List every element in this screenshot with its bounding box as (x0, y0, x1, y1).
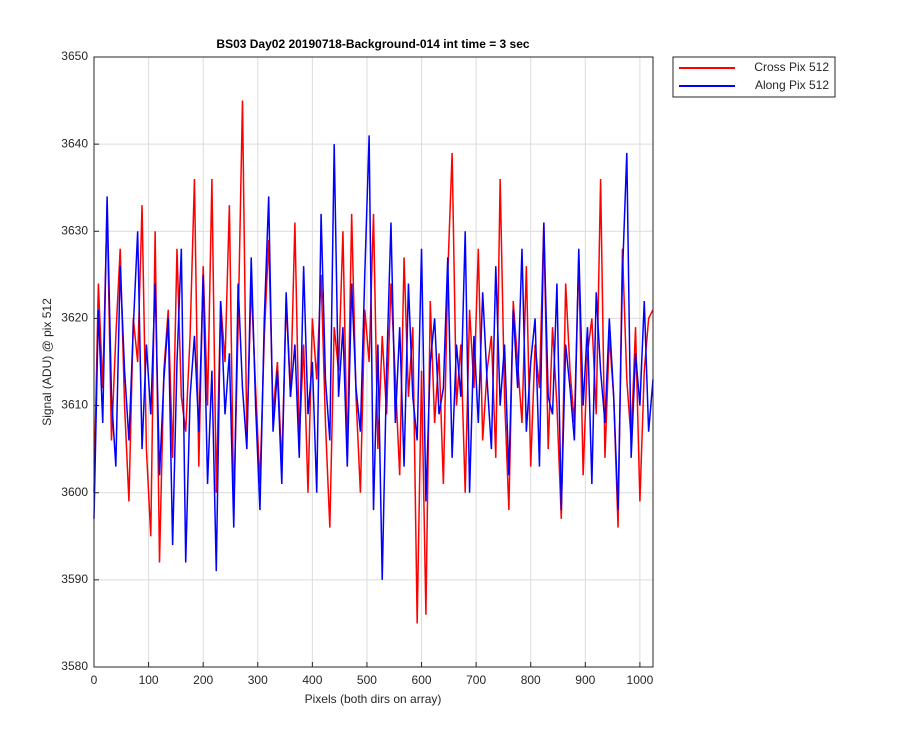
x-tick-label: 900 (575, 673, 595, 687)
y-tick-label: 3640 (61, 136, 88, 150)
y-tick-label: 3620 (61, 311, 88, 325)
legend-label: Along Pix 512 (755, 78, 829, 92)
x-tick-label: 200 (193, 673, 213, 687)
x-tick-label: 300 (248, 673, 268, 687)
x-tick-label: 400 (302, 673, 322, 687)
x-tick-label: 800 (521, 673, 541, 687)
y-tick-label: 3630 (61, 223, 88, 237)
x-tick-label: 1000 (627, 673, 654, 687)
x-tick-label: 500 (357, 673, 377, 687)
y-tick-label: 3590 (61, 572, 88, 586)
legend-label: Cross Pix 512 (754, 60, 829, 74)
data-line (93, 135, 654, 580)
x-tick-label: 0 (91, 673, 98, 687)
y-tick-label: 3580 (61, 659, 88, 673)
x-tick-label: 600 (412, 673, 432, 687)
x-tick-label: 100 (139, 673, 159, 687)
plot-frame (93, 56, 654, 668)
data-line (93, 100, 654, 624)
x-tick-label: 700 (466, 673, 486, 687)
y-tick-label: 3610 (61, 398, 88, 412)
y-tick-label: 3600 (61, 485, 88, 499)
y-tick-label: 3650 (61, 49, 88, 63)
chart-title: BS03 Day02 20190718-Background-014 int t… (216, 37, 529, 51)
x-axis-label: Pixels (both dirs on array) (305, 692, 442, 706)
legend-box (672, 56, 836, 98)
y-axis-label: Signal (ADU) @ pix 512 (40, 298, 54, 426)
